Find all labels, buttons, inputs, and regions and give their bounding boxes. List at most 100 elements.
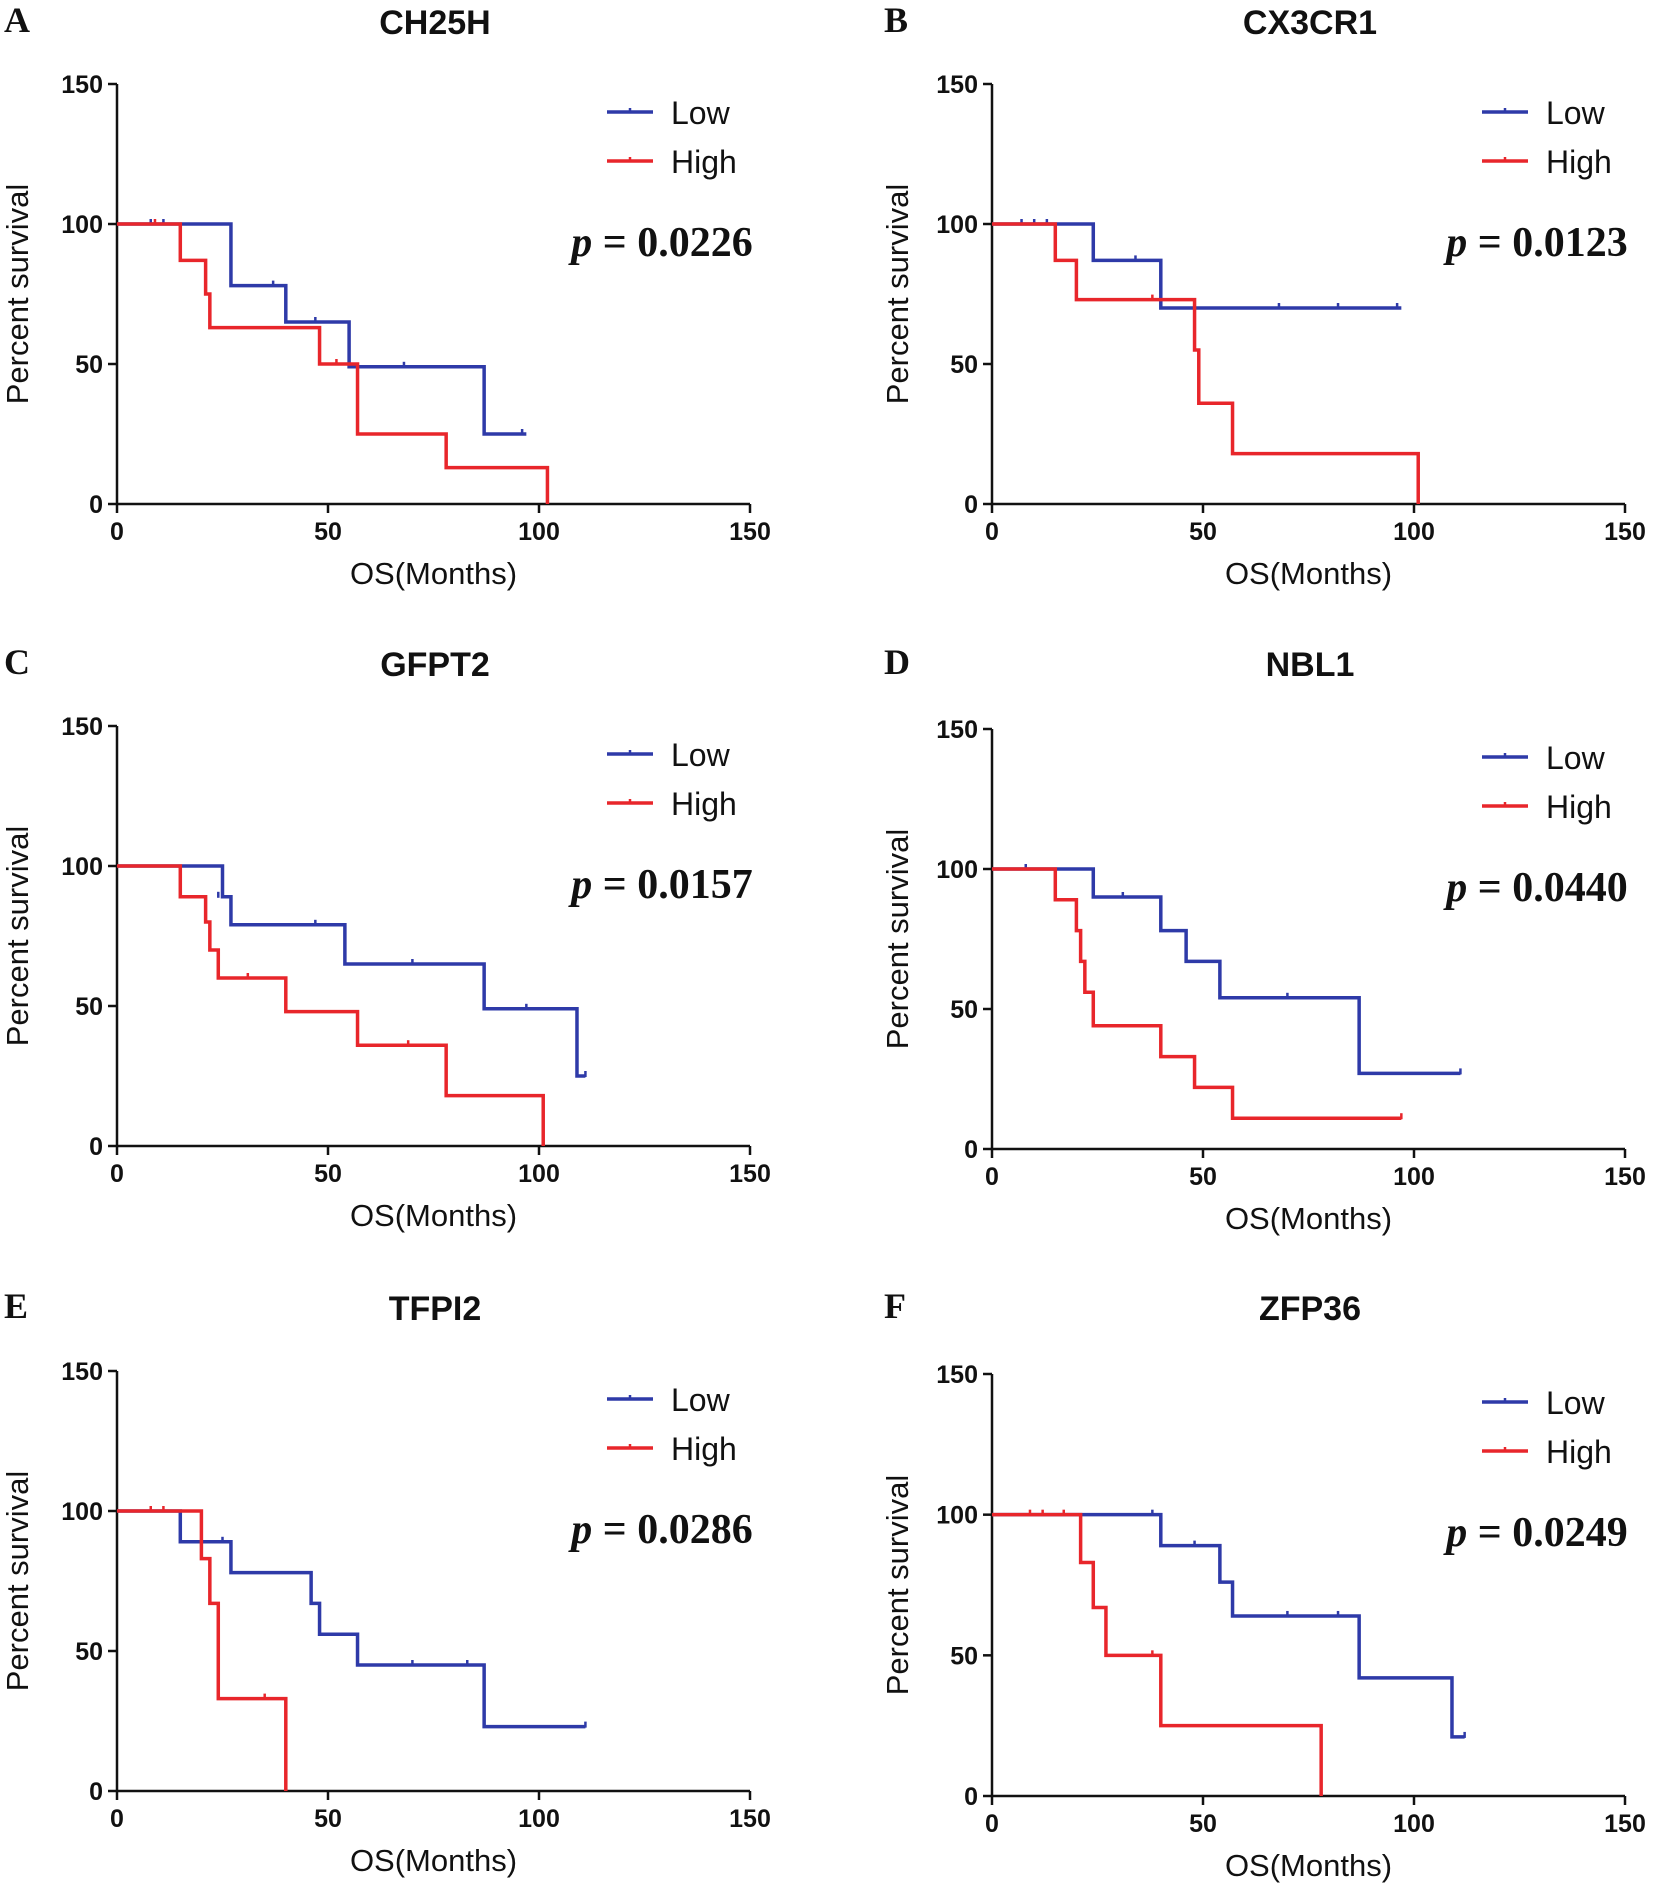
x-tick-label: 150 bbox=[1604, 1163, 1646, 1191]
legend-label-low: Low bbox=[671, 737, 731, 773]
panel-f: F ZFP36 0 50 100 150 0 50 100 150 Percent survival… bbox=[880, 1286, 1646, 1883]
x-tick-label: 50 bbox=[314, 518, 342, 546]
y-tick-label: 100 bbox=[936, 856, 978, 884]
p-value-annotation: p = 0.0123 bbox=[1443, 220, 1627, 266]
chart-title: NBL1 bbox=[1266, 646, 1355, 684]
p-label: p bbox=[1443, 220, 1467, 266]
y-tick-label: 150 bbox=[936, 1361, 978, 1389]
x-tick-label: 100 bbox=[1393, 518, 1435, 546]
panel-letter: F bbox=[884, 1286, 906, 1326]
y-axis-label: Percent survival bbox=[0, 826, 35, 1047]
x-tick-label: 50 bbox=[1189, 1810, 1217, 1838]
y-tick-label: 0 bbox=[89, 1778, 103, 1806]
p-value: = 0.0249 bbox=[1467, 1510, 1627, 1556]
y-tick-label: 0 bbox=[964, 1783, 978, 1811]
p-value: = 0.0123 bbox=[1467, 220, 1627, 266]
survival-curve-low bbox=[117, 864, 586, 1078]
y-tick-label: 0 bbox=[89, 1133, 103, 1161]
chart-title: TFPI2 bbox=[389, 1290, 482, 1328]
survival-curve-low bbox=[117, 222, 527, 436]
p-value-annotation: p = 0.0157 bbox=[568, 862, 752, 908]
x-tick-label: 0 bbox=[985, 1810, 999, 1838]
survival-curve-low bbox=[992, 222, 1402, 310]
x-axis-label: OS(Months) bbox=[1225, 1848, 1392, 1883]
y-tick-label: 0 bbox=[964, 491, 978, 519]
x-tick-label: 0 bbox=[110, 1160, 124, 1188]
x-axis-label: OS(Months) bbox=[350, 1198, 517, 1233]
panel-c: C GFPT2 0 50 100 150 0 50 100 150 Percent survival… bbox=[0, 642, 771, 1233]
x-tick-label: 50 bbox=[314, 1805, 342, 1833]
y-tick-label: 100 bbox=[61, 1498, 103, 1526]
legend-label-low: Low bbox=[671, 95, 731, 131]
y-tick-label: 150 bbox=[61, 71, 103, 99]
chart-title: ZFP36 bbox=[1259, 1290, 1361, 1328]
p-value: = 0.0440 bbox=[1467, 865, 1627, 911]
panel-letter: C bbox=[4, 642, 30, 682]
x-tick-label: 0 bbox=[985, 518, 999, 546]
p-label: p bbox=[1443, 865, 1467, 911]
legend-label-low: Low bbox=[1546, 1385, 1606, 1421]
panel-a: A CH25H 0 50 100 150 0 50 100 150 Percent survival… bbox=[0, 0, 771, 591]
x-axis-label: OS(Months) bbox=[1225, 1201, 1392, 1236]
p-label: p bbox=[1443, 1510, 1467, 1556]
survival-curve-low bbox=[117, 1509, 586, 1729]
x-tick-label: 100 bbox=[518, 1160, 560, 1188]
p-value-annotation: p = 0.0249 bbox=[1443, 1510, 1627, 1556]
panel-letter: B bbox=[884, 0, 908, 40]
x-tick-label: 50 bbox=[1189, 1163, 1217, 1191]
y-tick-label: 150 bbox=[936, 716, 978, 744]
x-tick-label: 50 bbox=[314, 1160, 342, 1188]
y-tick-label: 150 bbox=[61, 713, 103, 741]
chart-title: GFPT2 bbox=[380, 646, 490, 684]
y-axis-label: Percent survival bbox=[880, 829, 915, 1050]
x-axis-label: OS(Months) bbox=[350, 556, 517, 591]
panel-letter: E bbox=[4, 1286, 28, 1326]
x-tick-label: 0 bbox=[985, 1163, 999, 1191]
survival-curve-high bbox=[117, 1509, 288, 1791]
legend-label-high: High bbox=[1546, 1434, 1612, 1470]
p-label: p bbox=[568, 1507, 592, 1553]
x-tick-label: 150 bbox=[1604, 1810, 1646, 1838]
x-tick-label: 50 bbox=[1189, 518, 1217, 546]
legend-label-high: High bbox=[1546, 144, 1612, 180]
y-tick-label: 50 bbox=[75, 993, 103, 1021]
x-tick-label: 150 bbox=[1604, 518, 1646, 546]
panel-e: E TFPI2 0 50 100 150 0 50 100 150 Percent survival… bbox=[0, 1286, 771, 1878]
p-value-annotation: p = 0.0226 bbox=[568, 220, 752, 266]
x-axis-label: OS(Months) bbox=[1225, 556, 1392, 591]
y-tick-label: 0 bbox=[964, 1136, 978, 1164]
legend-label-high: High bbox=[671, 144, 737, 180]
y-axis-label: Percent survival bbox=[880, 184, 915, 405]
y-tick-label: 150 bbox=[61, 1358, 103, 1386]
panel-d: D NBL1 0 50 100 150 0 50 100 150 Percent survival O… bbox=[880, 642, 1646, 1236]
p-value: = 0.0157 bbox=[592, 862, 752, 908]
y-tick-label: 50 bbox=[950, 351, 978, 379]
legend-label-high: High bbox=[1546, 789, 1612, 825]
survival-curve-low bbox=[992, 1512, 1465, 1739]
x-tick-label: 0 bbox=[110, 518, 124, 546]
p-value-annotation: p = 0.0440 bbox=[1443, 865, 1627, 911]
panel-letter: D bbox=[884, 642, 910, 682]
y-tick-label: 150 bbox=[936, 71, 978, 99]
chart-title: CX3CR1 bbox=[1243, 4, 1377, 42]
survival-curve-low bbox=[992, 867, 1461, 1076]
legend-label-low: Low bbox=[1546, 95, 1606, 131]
p-label: p bbox=[568, 862, 592, 908]
survival-curve-high bbox=[992, 867, 1402, 1120]
y-tick-label: 100 bbox=[936, 211, 978, 239]
survival-curve-high bbox=[992, 222, 1420, 504]
y-tick-label: 50 bbox=[75, 351, 103, 379]
chart-title: CH25H bbox=[379, 4, 490, 42]
y-tick-label: 100 bbox=[936, 1502, 978, 1530]
p-value: = 0.0226 bbox=[592, 220, 752, 266]
p-value: = 0.0286 bbox=[592, 1507, 752, 1553]
y-tick-label: 50 bbox=[75, 1638, 103, 1666]
x-tick-label: 100 bbox=[518, 518, 560, 546]
x-tick-label: 100 bbox=[518, 1805, 560, 1833]
x-tick-label: 150 bbox=[729, 518, 771, 546]
survival-curve-high bbox=[117, 222, 550, 504]
x-tick-label: 150 bbox=[729, 1160, 771, 1188]
y-tick-label: 50 bbox=[950, 1642, 978, 1670]
y-tick-label: 50 bbox=[950, 996, 978, 1024]
y-axis-label: Percent survival bbox=[880, 1475, 915, 1696]
